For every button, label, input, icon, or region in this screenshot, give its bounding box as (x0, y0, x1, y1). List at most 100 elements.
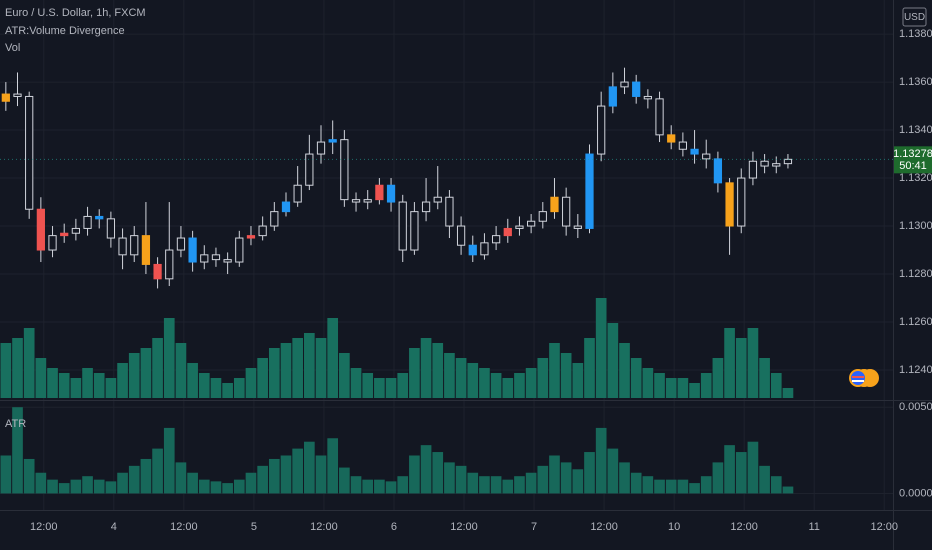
atr-bar (677, 479, 689, 494)
atr-bar (292, 448, 304, 494)
volume-bar (665, 378, 677, 398)
x-tick-label: 12:00 (310, 521, 338, 533)
volume-bar (724, 328, 735, 398)
volume-bar (47, 368, 58, 398)
atr-bar (245, 472, 257, 494)
volume-bar (93, 373, 105, 398)
volume-bar (735, 338, 747, 398)
candle-body (13, 93, 22, 97)
candle-body (106, 218, 116, 239)
atr-bar (525, 472, 537, 494)
volume-bar (595, 298, 607, 398)
volume-bar (502, 378, 514, 398)
x-tick-label: 7 (531, 521, 537, 533)
candle-body (200, 254, 209, 263)
candle-body (690, 148, 699, 155)
currency-box[interactable] (902, 7, 927, 27)
atr-bar (175, 462, 187, 494)
candle-body (141, 235, 151, 265)
candle-body (36, 208, 45, 251)
volume-bar (362, 373, 374, 398)
atr-title[interactable]: ATR (5, 418, 26, 430)
volume-bar (525, 368, 537, 398)
candle-body (702, 153, 711, 160)
x-tick-label: 12:00 (30, 521, 58, 533)
candle-body (386, 184, 396, 203)
volume-bar (257, 358, 268, 398)
atr-bar (128, 465, 140, 494)
y-tick-label: 1.13400 (899, 124, 932, 136)
candle-body (316, 141, 326, 155)
candle-body (60, 232, 69, 237)
candle-body (433, 196, 442, 203)
atr-bar (210, 481, 222, 494)
volume-bar (584, 338, 595, 398)
atr-bar (549, 455, 560, 494)
atr-bar (735, 452, 747, 494)
candle-body (527, 220, 536, 227)
candle-body (363, 199, 372, 203)
atr-bar (467, 472, 479, 494)
atr-bar (35, 472, 47, 494)
volume-bar (490, 373, 502, 398)
candle-body (655, 98, 664, 136)
volume-bar (339, 353, 350, 398)
x-tick-label: 12:00 (450, 521, 478, 533)
volume-bar (304, 333, 315, 398)
candle-body (48, 235, 57, 251)
atr-bar (280, 455, 292, 494)
volume-bar (280, 343, 292, 398)
atr-bar (782, 486, 794, 494)
candle-body (445, 196, 454, 227)
atr-bar (537, 465, 549, 494)
atr-bar (268, 458, 280, 494)
volume-title[interactable]: Vol (5, 42, 20, 54)
atr-bar (420, 445, 432, 494)
symbol-title[interactable]: Euro / U.S. Dollar, 1h, FXCM (5, 7, 146, 19)
atr-bar (444, 462, 455, 494)
marks (0, 67, 893, 494)
atr-bar (304, 441, 315, 494)
volume-bar (187, 363, 198, 398)
candle-body (491, 235, 501, 244)
atr-bar (397, 476, 409, 494)
x-tick-label: 10 (668, 521, 680, 533)
currency-flags[interactable] (849, 369, 879, 387)
indicator-title[interactable]: ATR:Volume Divergence (5, 25, 125, 37)
candle-body (95, 215, 104, 220)
atr-bar (747, 441, 759, 494)
volume-bar (455, 358, 467, 398)
last-price-label: 1.13278 (893, 148, 932, 160)
atr-bar (630, 472, 642, 494)
atr-bar (654, 479, 665, 494)
last-price-box (894, 146, 932, 174)
currency-label[interactable]: USD (904, 12, 925, 23)
candle-body (620, 81, 629, 88)
volume-bar (759, 358, 770, 398)
labels: 12:00 4 12:00 5 12:00 6 12:00 7 12:00 10 12:00 11 12… (30, 28, 932, 533)
atr-bar (432, 452, 444, 494)
candle-body (643, 95, 652, 100)
atr-bar (152, 448, 163, 494)
candle-body (748, 160, 758, 179)
volume-bar (654, 373, 665, 398)
volume-bar (350, 368, 362, 398)
volume-bar (607, 323, 619, 398)
volume-bar (409, 348, 420, 398)
candle-body (760, 160, 769, 167)
candle-body (783, 158, 793, 165)
volume-bar (315, 338, 327, 398)
atr-bar (619, 462, 630, 494)
atr-bar (665, 479, 677, 494)
candle-body (456, 225, 466, 246)
x-tick-label: 6 (391, 521, 397, 533)
volume-bar (467, 363, 479, 398)
atr-bar (514, 476, 525, 494)
candle-body (515, 225, 524, 229)
candle-body (713, 158, 723, 184)
volume-bar (82, 368, 93, 398)
candle-body (597, 105, 606, 155)
